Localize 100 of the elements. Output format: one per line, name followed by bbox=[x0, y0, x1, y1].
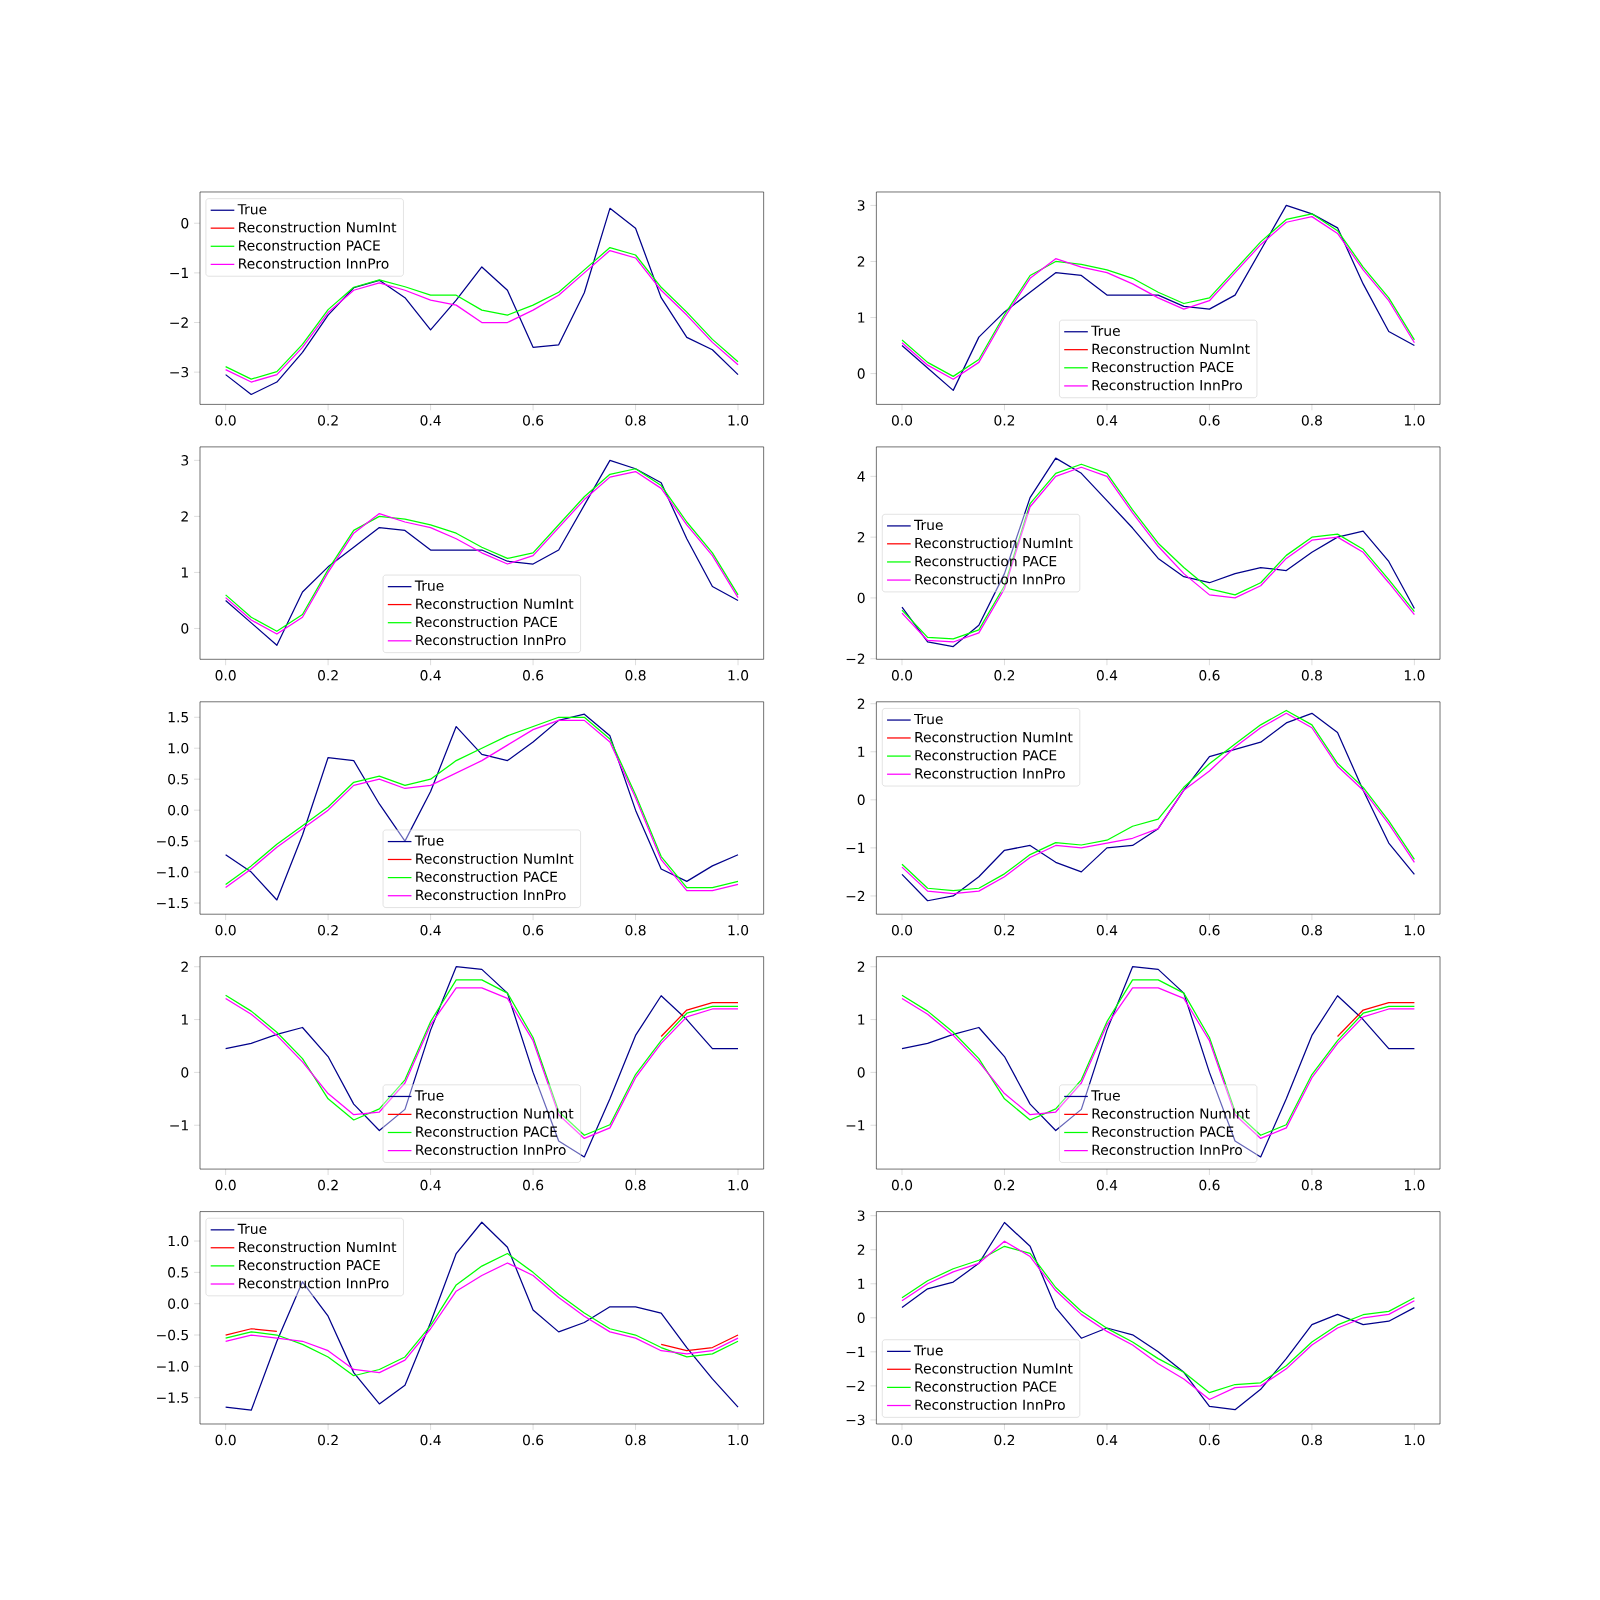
legend-label: Reconstruction InnPro bbox=[239, 258, 389, 269]
legend-label: Reconstruction PACE bbox=[416, 871, 558, 883]
x-tick-label: 0.2 bbox=[318, 1434, 338, 1446]
legend-label: Reconstruction InnPro bbox=[1092, 379, 1242, 391]
legend-label: Reconstruction InnPro bbox=[416, 634, 566, 646]
x-tick-label: 0.6 bbox=[522, 415, 544, 426]
y-tick-label: −1 bbox=[846, 842, 865, 853]
x-tick-label: 0.8 bbox=[1301, 1434, 1322, 1446]
y-tick-label: −3 bbox=[846, 1414, 865, 1426]
y-tick-label: 0 bbox=[181, 1067, 189, 1078]
legend-label: Reconstruction PACE bbox=[416, 1126, 558, 1137]
y-tick-label: 1 bbox=[858, 1014, 865, 1025]
x-tick-label: 0.4 bbox=[420, 1434, 441, 1446]
x-tick-label: 1.0 bbox=[1404, 924, 1425, 936]
y-tick-label: −3 bbox=[170, 366, 189, 378]
x-tick-label: 0.0 bbox=[891, 670, 913, 681]
legend-label: True bbox=[414, 580, 444, 591]
y-tick-label: 0 bbox=[857, 592, 865, 604]
legend-label: Reconstruction InnPro bbox=[915, 767, 1065, 779]
line-series bbox=[901, 966, 1416, 1158]
legend-label: Reconstruction PACE bbox=[1092, 1126, 1234, 1137]
legend-label: Reconstruction NumInt bbox=[416, 853, 574, 864]
x-tick-label: 0.8 bbox=[1301, 1179, 1322, 1191]
x-tick-label: 0.2 bbox=[994, 1434, 1015, 1446]
line-series bbox=[224, 966, 739, 1158]
legend-label: True bbox=[1091, 1090, 1120, 1101]
x-tick-label: 0.6 bbox=[522, 670, 544, 681]
y-tick-label: 0 bbox=[181, 623, 189, 634]
y-tick-label: 1.0 bbox=[168, 742, 189, 754]
legend-label: True bbox=[237, 204, 267, 215]
x-tick-label: 0.4 bbox=[420, 670, 441, 681]
legend-label: Reconstruction InnPro bbox=[915, 1399, 1065, 1410]
legend-label: Reconstruction PACE bbox=[915, 749, 1057, 761]
y-tick-label: −1.0 bbox=[157, 1361, 189, 1372]
x-tick-label: 0.4 bbox=[420, 415, 441, 426]
legend-label: Reconstruction InnPro bbox=[239, 1277, 389, 1289]
y-tick-label: 3 bbox=[857, 1210, 865, 1221]
y-tick-label: 1 bbox=[858, 746, 865, 757]
y-tick-label: 2 bbox=[181, 511, 188, 522]
line-series bbox=[901, 1221, 1416, 1411]
x-tick-label: 0.6 bbox=[1199, 670, 1220, 681]
x-tick-label: 0.8 bbox=[625, 924, 646, 936]
y-tick-label: 0.5 bbox=[168, 773, 188, 785]
legend-label: Reconstruction NumInt bbox=[239, 221, 397, 233]
y-tick-label: −1 bbox=[170, 267, 188, 278]
x-tick-label: 0.2 bbox=[994, 924, 1015, 936]
x-tick-label: 1.0 bbox=[1404, 1434, 1425, 1446]
x-tick-label: 0.2 bbox=[994, 670, 1015, 681]
y-tick-label: 2 bbox=[857, 1244, 865, 1255]
x-tick-label: 0.8 bbox=[625, 1434, 646, 1446]
x-tick-label: 0.8 bbox=[625, 415, 646, 426]
x-tick-label: 0.8 bbox=[625, 670, 646, 681]
y-tick-label: −1.5 bbox=[157, 897, 188, 909]
y-tick-label: 3 bbox=[857, 200, 865, 211]
legend-label: Reconstruction InnPro bbox=[416, 1144, 566, 1156]
y-tick-label: 2 bbox=[857, 698, 865, 709]
x-tick-label: 0.0 bbox=[891, 415, 913, 426]
x-tick-label: 0.8 bbox=[1301, 924, 1322, 936]
y-tick-label: 0 bbox=[857, 1067, 865, 1078]
y-tick-label: −1 bbox=[846, 1120, 865, 1131]
y-tick-label: 0 bbox=[857, 368, 865, 379]
legend-label: Reconstruction NumInt bbox=[1092, 343, 1250, 355]
legend-label: Reconstruction NumInt bbox=[915, 537, 1073, 549]
legend-label: True bbox=[914, 519, 943, 531]
legend-label: Reconstruction InnPro bbox=[915, 573, 1065, 585]
legend-label: Reconstruction PACE bbox=[239, 1259, 380, 1271]
x-tick-label: 1.0 bbox=[728, 1434, 749, 1446]
x-tick-label: 0.0 bbox=[215, 415, 236, 426]
x-tick-label: 0.0 bbox=[215, 670, 236, 681]
y-tick-label: 2 bbox=[181, 961, 188, 972]
x-tick-label: 0.4 bbox=[1096, 415, 1118, 426]
legend-label: True bbox=[1091, 325, 1120, 336]
x-tick-label: 0.6 bbox=[522, 1434, 544, 1446]
y-tick-label: −1.0 bbox=[157, 866, 189, 878]
y-tick-label: 1 bbox=[181, 1014, 188, 1025]
x-tick-label: 0.0 bbox=[891, 1434, 913, 1446]
legend-label: True bbox=[914, 1345, 943, 1356]
legend-label: Reconstruction PACE bbox=[239, 239, 380, 251]
legend-label: Reconstruction PACE bbox=[915, 1381, 1057, 1392]
y-tick-label: 0 bbox=[857, 794, 865, 806]
y-tick-label: 3 bbox=[181, 455, 189, 466]
x-tick-label: 0.8 bbox=[625, 1179, 646, 1191]
x-tick-label: 1.0 bbox=[728, 924, 749, 936]
legend-label: Reconstruction NumInt bbox=[1092, 1108, 1250, 1119]
y-tick-label: 2 bbox=[857, 531, 865, 543]
line-series bbox=[224, 1221, 739, 1411]
x-tick-label: 0.2 bbox=[318, 415, 338, 426]
legend-label: Reconstruction NumInt bbox=[239, 1241, 397, 1253]
y-tick-label: 0.5 bbox=[168, 1267, 188, 1278]
x-tick-label: 0.2 bbox=[994, 1179, 1015, 1191]
y-tick-label: −2 bbox=[170, 317, 188, 328]
x-tick-label: 0.6 bbox=[1199, 924, 1220, 936]
x-tick-label: 1.0 bbox=[728, 670, 749, 681]
x-tick-label: 0.4 bbox=[1096, 670, 1118, 681]
y-tick-label: −1 bbox=[170, 1120, 188, 1131]
y-tick-label: −1 bbox=[846, 1346, 865, 1357]
y-tick-label: 0.0 bbox=[168, 804, 189, 816]
x-tick-label: 1.0 bbox=[1404, 1179, 1425, 1191]
legend-label: Reconstruction NumInt bbox=[416, 598, 574, 609]
y-tick-label: 0 bbox=[857, 1312, 865, 1324]
